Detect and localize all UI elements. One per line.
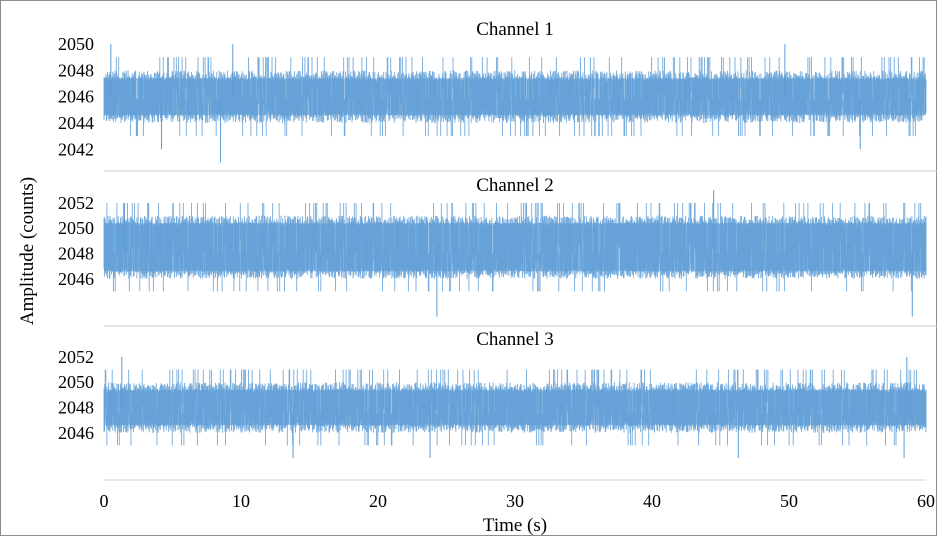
y-tick-label: 2046 [58,269,94,289]
x-axis-label: Time (s) [483,515,547,536]
panel-title: Channel 1 [476,19,554,40]
y-tick-label: 2050 [58,34,94,54]
y-tick-label: 2050 [58,372,94,392]
x-tick-label: 20 [369,491,387,511]
x-tick-label: 10 [232,491,250,511]
x-tick-label: 50 [780,491,798,511]
y-tick-label: 2052 [58,347,94,367]
panel-channel-2: Channel 2 2046 2048 2050 2052 [58,175,927,317]
panel-channel-1: Channel 1 2042 2044 2046 2048 2050 [58,19,927,163]
y-tick-label: 2052 [58,193,94,213]
panel-channel-3: Channel 3 2046 2048 2052 2050 [58,329,927,459]
x-tick-label: 60 [917,491,935,511]
y-axis-label: Amplitude (counts) [17,177,38,325]
y-tick-label: 2050 [58,218,94,238]
panel-title: Channel 2 [476,175,554,196]
y-tick-label: 2048 [58,60,94,80]
y-tick-label: 2046 [58,423,94,443]
x-tick-label: 40 [643,491,661,511]
y-tick-label: 2046 [58,87,94,107]
x-tick-label: 30 [506,491,524,511]
x-tick-labels: 0 10 20 30 40 50 60 [100,491,936,511]
x-axis: 0 10 20 30 40 50 60 Time (s) [100,479,936,536]
series-dense-band [104,389,926,426]
chart-panels: Channel 1 2042 2044 2046 2048 2050 Channel 2 20… [58,19,937,459]
y-tick-label: 2048 [58,244,94,264]
y-tick-label: 2042 [58,139,94,159]
y-tick-label: 2048 [58,398,94,418]
panel-title: Channel 3 [476,329,554,350]
series-dense-band [104,78,926,116]
series-dense-band [104,223,926,272]
y-tick-label: 2044 [58,113,94,133]
x-tick-label: 0 [100,491,109,511]
